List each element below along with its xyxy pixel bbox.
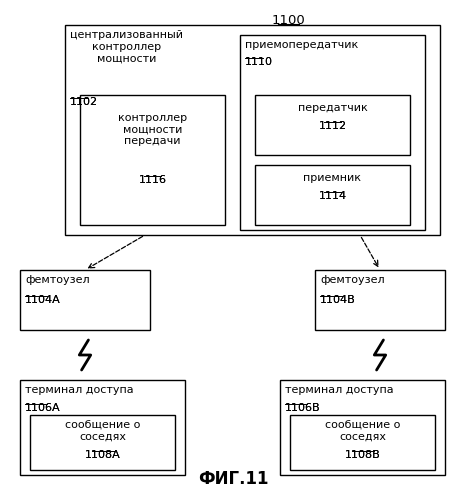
Text: 1108B: 1108B bbox=[345, 450, 380, 460]
Bar bbox=[80, 95, 225, 225]
Text: 1116: 1116 bbox=[138, 175, 166, 185]
Text: терминал доступа: терминал доступа bbox=[285, 385, 394, 395]
Text: передатчик: передатчик bbox=[298, 103, 367, 113]
Text: 1110: 1110 bbox=[245, 57, 273, 67]
Text: 1106A: 1106A bbox=[25, 403, 61, 413]
Text: фемтоузел: фемтоузел bbox=[320, 275, 384, 285]
Bar bbox=[280, 380, 445, 475]
Text: приемопередатчик: приемопередатчик bbox=[245, 40, 358, 50]
Bar bbox=[255, 165, 410, 225]
Text: терминал доступа: терминал доступа bbox=[25, 385, 134, 395]
Text: 1104B: 1104B bbox=[320, 295, 356, 305]
Text: 1104A: 1104A bbox=[25, 295, 61, 305]
Text: 1112: 1112 bbox=[318, 121, 347, 131]
Text: сообщение о
соседях: сообщение о соседях bbox=[325, 420, 400, 442]
Bar bbox=[290, 415, 435, 470]
Text: 1104A: 1104A bbox=[25, 295, 61, 305]
Bar bbox=[20, 270, 150, 330]
Text: 1106A: 1106A bbox=[25, 403, 61, 413]
Text: 1100: 1100 bbox=[272, 14, 306, 27]
Text: приемник: приемник bbox=[303, 173, 362, 183]
Text: 1108A: 1108A bbox=[85, 450, 120, 460]
Text: фемтоузел: фемтоузел bbox=[25, 275, 89, 285]
Text: 1110: 1110 bbox=[245, 57, 273, 67]
Text: 1102: 1102 bbox=[70, 97, 98, 107]
Text: 1106B: 1106B bbox=[285, 403, 321, 413]
Bar bbox=[255, 95, 410, 155]
Bar bbox=[30, 415, 175, 470]
Bar bbox=[20, 380, 185, 475]
Text: 1106B: 1106B bbox=[285, 403, 321, 413]
Bar bbox=[315, 270, 445, 330]
Text: 1108B: 1108B bbox=[345, 450, 380, 460]
Text: сообщение о
соседях: сообщение о соседях bbox=[65, 420, 140, 442]
Text: 1112: 1112 bbox=[318, 121, 347, 131]
Bar bbox=[240, 35, 425, 230]
Text: централизованный
контроллер
мощности: централизованный контроллер мощности bbox=[70, 30, 183, 63]
Bar bbox=[65, 25, 440, 235]
Text: 1108A: 1108A bbox=[85, 450, 120, 460]
Text: 1114: 1114 bbox=[318, 191, 347, 201]
Text: 1102: 1102 bbox=[70, 97, 98, 107]
Text: 1116: 1116 bbox=[138, 175, 166, 185]
Text: контроллер
мощности
передачи: контроллер мощности передачи bbox=[118, 113, 187, 146]
Text: 1104B: 1104B bbox=[320, 295, 356, 305]
Text: 1114: 1114 bbox=[318, 191, 347, 201]
Text: ФИГ.11: ФИГ.11 bbox=[198, 470, 268, 488]
